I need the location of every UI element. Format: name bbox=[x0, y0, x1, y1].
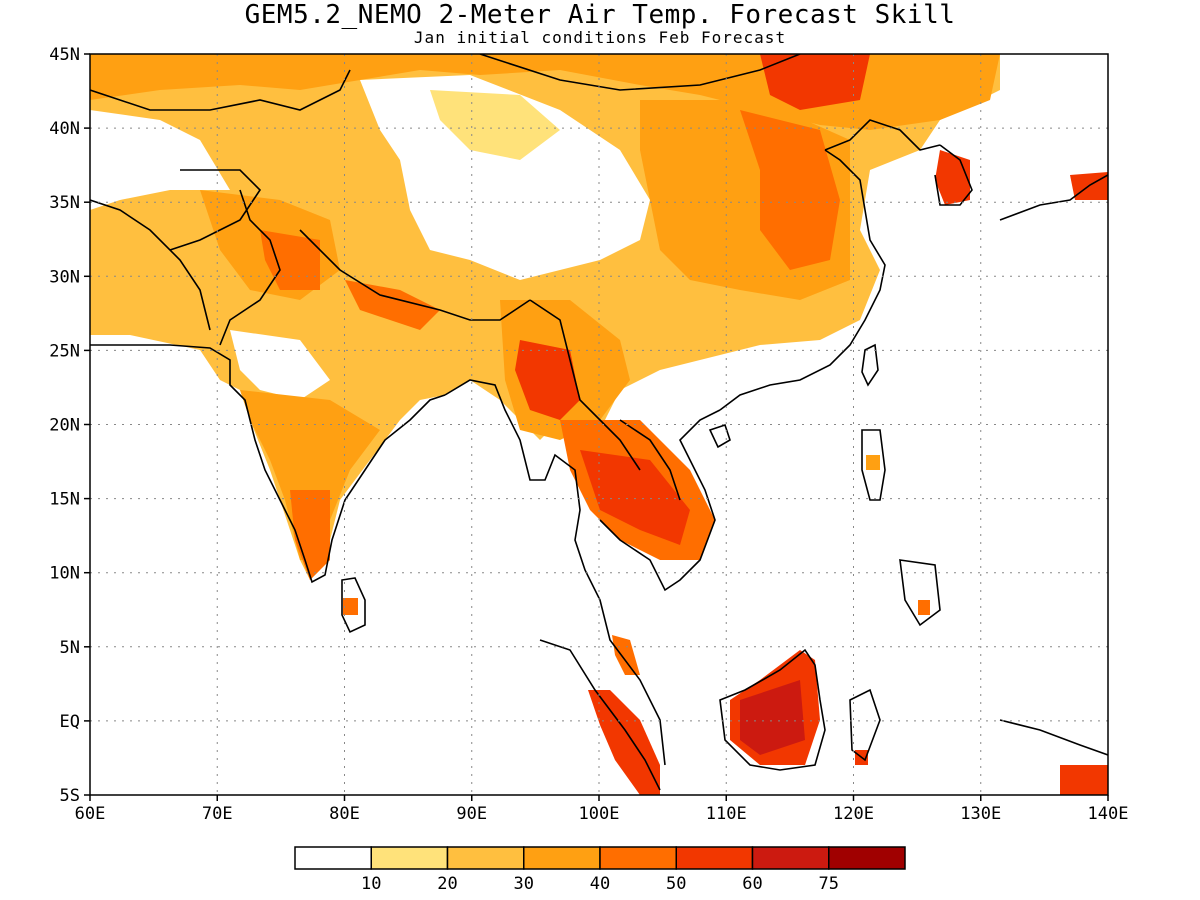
lat-tick-label: 15N bbox=[49, 490, 80, 510]
lon-tick-label: 60E bbox=[75, 804, 106, 824]
skill-region-borneo-core bbox=[740, 680, 805, 755]
skill-region-korea bbox=[935, 150, 970, 205]
colorbar-label: 60 bbox=[742, 874, 762, 894]
skill-region-philippines bbox=[866, 455, 880, 470]
lon-tick-label: 80E bbox=[329, 804, 360, 824]
skill-region-china-core bbox=[740, 110, 840, 270]
grid-lines bbox=[90, 54, 1108, 795]
lat-tick-label: 30N bbox=[49, 267, 80, 287]
colorbar-label: 30 bbox=[514, 874, 534, 894]
figure-subtitle: Jan initial conditions Feb Forecast bbox=[413, 28, 787, 47]
skill-region-manchuria bbox=[760, 54, 870, 110]
colorbar-swatch bbox=[599, 846, 677, 870]
lon-tick-label: 140E bbox=[1088, 804, 1129, 824]
longitude-axis: 60E 70E 80E 90E 100E 110E 120E 130E 140E bbox=[75, 795, 1129, 824]
coastlines bbox=[90, 54, 1108, 791]
colorbar-swatch bbox=[294, 846, 372, 870]
lon-tick-label: 130E bbox=[960, 804, 1001, 824]
skill-region-mindanao bbox=[918, 600, 930, 615]
coastline-sumatra bbox=[539, 639, 661, 791]
coastline-japan bbox=[999, 174, 1108, 221]
lon-tick-label: 70E bbox=[202, 804, 233, 824]
colorbar-label: 10 bbox=[361, 874, 381, 894]
skill-region-india-white bbox=[230, 330, 330, 400]
border-china-mongolia bbox=[479, 54, 801, 91]
skill-region-myanmar-core bbox=[515, 340, 580, 420]
colorbar-swatch bbox=[523, 846, 601, 870]
lon-tick-label: 110E bbox=[706, 804, 747, 824]
skill-region-sumatra bbox=[588, 690, 660, 795]
coastline-srilanka bbox=[341, 577, 366, 634]
colorbar-swatch bbox=[370, 846, 449, 870]
lat-tick-label: 35N bbox=[49, 193, 80, 213]
lon-tick-label: 100E bbox=[579, 804, 620, 824]
coastline-sulawesi bbox=[849, 688, 881, 762]
lat-tick-label: 45N bbox=[49, 45, 80, 65]
coastline-bohai bbox=[824, 119, 941, 151]
coastline-bay-of-bengal bbox=[444, 379, 666, 766]
coastline-mindanao bbox=[899, 559, 941, 627]
skill-region-india bbox=[240, 390, 380, 560]
skill-region-tibet-yellow bbox=[430, 90, 560, 160]
skill-region-newguinea bbox=[1060, 765, 1108, 795]
colorbar-swatch bbox=[446, 846, 525, 870]
coastline-newguinea bbox=[999, 719, 1108, 756]
colorbar-swatch bbox=[675, 846, 754, 870]
lat-tick-label: EQ bbox=[60, 712, 80, 732]
lon-tick-label: 120E bbox=[833, 804, 874, 824]
skill-region-india-south bbox=[290, 490, 330, 580]
colorbar-swatch bbox=[828, 846, 906, 870]
lat-tick-label: 40N bbox=[49, 119, 80, 139]
colorbar-label: 75 bbox=[819, 874, 839, 894]
skill-region-tibet-low bbox=[360, 75, 650, 280]
coastline-borneo bbox=[719, 648, 826, 771]
coastline-luzon bbox=[861, 429, 886, 501]
coastline-arabian-sea-india bbox=[90, 344, 446, 584]
border-west-asia bbox=[90, 199, 211, 331]
border-laos-vietnam bbox=[619, 419, 681, 501]
coastline-korea bbox=[934, 144, 973, 206]
colorbar-swatch bbox=[751, 846, 830, 870]
lat-tick-label: 10N bbox=[49, 564, 80, 584]
skill-region-thailand-core bbox=[580, 450, 690, 545]
skill-field bbox=[90, 54, 1108, 795]
coastline-indochina bbox=[599, 409, 721, 592]
border-central-asia bbox=[90, 69, 351, 111]
lat-tick-label: 20N bbox=[49, 416, 80, 436]
colorbar-label: 40 bbox=[590, 874, 610, 894]
skill-region-west-white bbox=[90, 110, 230, 210]
lat-tick-label: 25N bbox=[49, 341, 80, 361]
colorbar: 10 20 30 40 50 60 75 bbox=[294, 846, 906, 894]
skill-region-pakistan-core bbox=[260, 230, 320, 290]
skill-region-malaya bbox=[612, 635, 640, 675]
skill-region-srilanka bbox=[343, 598, 358, 615]
coastline-hainan bbox=[708, 423, 731, 449]
skill-region-nepal bbox=[345, 280, 440, 330]
border-afghanistan bbox=[169, 169, 262, 251]
latitude-axis: 45N 40N 35N 30N 25N 20N 15N 10N 5N EQ 5S bbox=[49, 45, 90, 806]
lat-tick-label: 5S bbox=[60, 786, 80, 806]
colorbar-label: 50 bbox=[666, 874, 686, 894]
border-pakistan-india bbox=[219, 189, 281, 346]
lon-tick-label: 90E bbox=[456, 804, 487, 824]
lat-tick-label: 5N bbox=[60, 638, 80, 658]
border-himalaya bbox=[299, 229, 531, 321]
colorbar-label: 20 bbox=[437, 874, 457, 894]
border-myanmar bbox=[529, 299, 641, 471]
coastline-china-south bbox=[719, 149, 886, 411]
figure-title: GEM5.2_NEMO 2-Meter Air Temp. Forecast S… bbox=[244, 0, 956, 30]
coastline-taiwan bbox=[861, 343, 879, 387]
